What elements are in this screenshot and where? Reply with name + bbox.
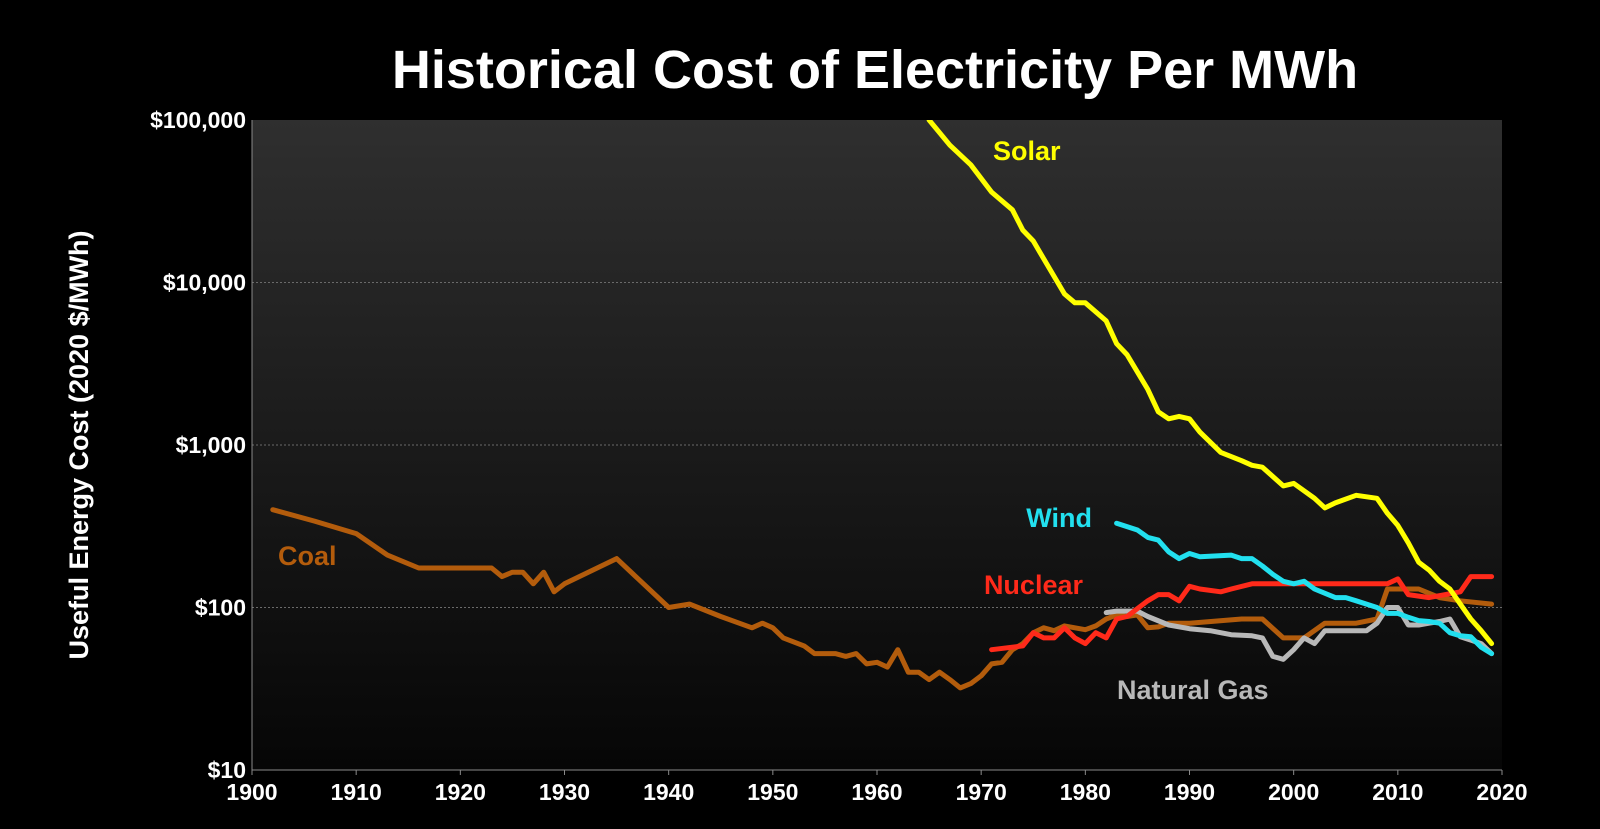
series-line-nuclear [989, 574, 1495, 653]
y-tick-label: $10,000 [163, 270, 246, 296]
series-label-nuclear: Nuclear [984, 570, 1084, 600]
series-label-wind: Wind [1026, 503, 1092, 533]
series-label-solar: Solar [993, 136, 1061, 166]
x-tick-label: 1930 [539, 779, 590, 805]
x-tick-label: 1950 [747, 779, 798, 805]
x-tick-label: 2010 [1372, 779, 1423, 805]
x-tick-label: 1980 [1060, 779, 1111, 805]
x-tick-label: 2020 [1476, 779, 1527, 805]
series-line-wind [1114, 520, 1495, 657]
series-label-natural-gas: Natural Gas [1117, 675, 1269, 705]
grid-lines [252, 282, 1502, 608]
x-tick-label: 1910 [331, 779, 382, 805]
x-tick-label: 1990 [1164, 779, 1215, 805]
y-tick-label: $1,000 [176, 432, 246, 458]
series-labels: Coal Solar Wind Nuclear Natural Gas [278, 136, 1269, 705]
series-label-coal: Coal [278, 541, 337, 571]
series-lines [270, 120, 1495, 691]
x-tick-label: 1970 [956, 779, 1007, 805]
y-tick-label: $100 [195, 595, 246, 621]
x-tick-label: 1900 [226, 779, 277, 805]
y-axis-label: Useful Energy Cost (2020 $/MWh) [64, 230, 94, 659]
x-tick-label: 2000 [1268, 779, 1319, 805]
y-tick-label: $100,000 [150, 107, 246, 133]
series-line-natural-gas [1103, 605, 1495, 662]
series-line-solar [926, 120, 1495, 647]
chart-title: Historical Cost of Electricity Per MWh [392, 40, 1358, 100]
x-tick-label: 1960 [851, 779, 902, 805]
axes: $10 $100 $1,000 $10,000 $100,000 1900 1910 1920… [150, 107, 1528, 805]
y-tick-label: $10 [208, 757, 246, 783]
x-tick-label: 1920 [435, 779, 486, 805]
series-line-coal [270, 507, 1495, 691]
x-tick-label: 1940 [643, 779, 694, 805]
